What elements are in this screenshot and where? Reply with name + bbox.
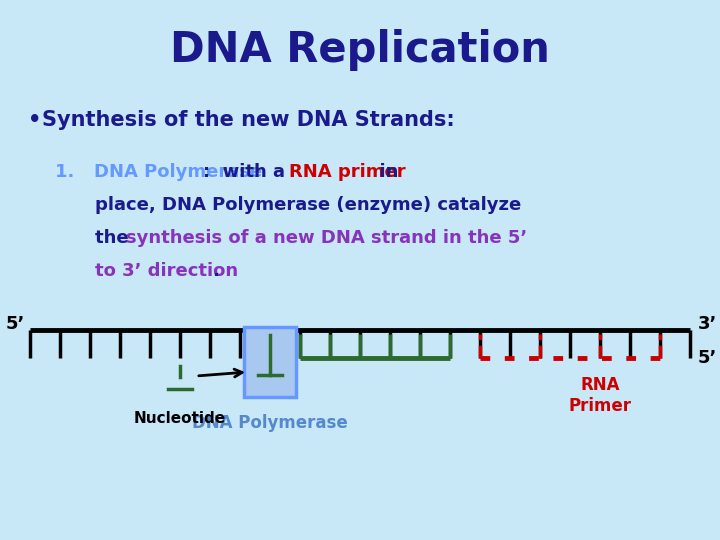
Text: to 3’ direction: to 3’ direction: [95, 262, 238, 280]
Text: .: .: [212, 262, 219, 280]
FancyBboxPatch shape: [244, 327, 296, 396]
Text: :  with a: : with a: [203, 163, 297, 181]
Text: DNA Replication: DNA Replication: [170, 29, 550, 71]
Text: Synthesis of the new DNA Strands:: Synthesis of the new DNA Strands:: [42, 110, 455, 130]
Text: in: in: [367, 163, 398, 181]
Text: place, DNA Polymerase (enzyme) catalyze: place, DNA Polymerase (enzyme) catalyze: [95, 196, 521, 214]
Text: DNA Polymerase: DNA Polymerase: [192, 415, 348, 433]
Text: 1.: 1.: [55, 163, 93, 181]
Text: Nucleotide: Nucleotide: [134, 411, 226, 426]
Text: 5’: 5’: [6, 315, 25, 333]
Text: RNA
Primer: RNA Primer: [569, 376, 631, 415]
Text: 5’: 5’: [698, 349, 717, 367]
Text: DNA Polymerase: DNA Polymerase: [94, 163, 262, 181]
Text: synthesis of a new DNA strand in the 5’: synthesis of a new DNA strand in the 5’: [126, 229, 528, 247]
Text: 3’: 3’: [698, 315, 717, 333]
Text: RNA primer: RNA primer: [289, 163, 405, 181]
Text: the: the: [95, 229, 135, 247]
Text: •: •: [28, 110, 41, 130]
